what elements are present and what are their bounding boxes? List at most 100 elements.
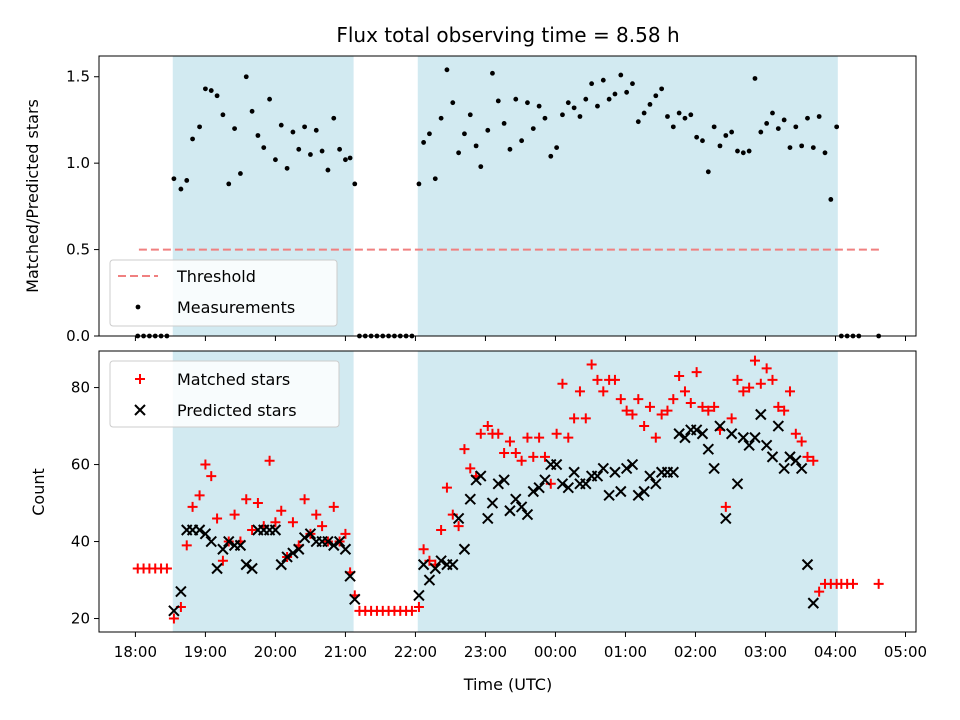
predicted-star-point [714, 420, 726, 432]
matched-star-point [726, 413, 737, 424]
predicted-star-point [749, 431, 761, 444]
predicted-star-point [743, 439, 755, 452]
matched-star-point [406, 605, 417, 616]
matched-star-point [639, 421, 650, 432]
measurement-point [600, 77, 606, 83]
matched-star-point [181, 540, 192, 551]
x-tick-label: 19:00 [184, 643, 227, 661]
measurement-point [799, 143, 805, 149]
x-tick-label: 03:00 [744, 643, 787, 661]
measurement-point [308, 152, 313, 157]
measurement-point [770, 110, 775, 116]
matched-star-point [873, 578, 884, 589]
measurement-point [501, 121, 507, 126]
predicted-star-point [755, 408, 767, 421]
matched-star-point [229, 509, 240, 520]
matched-star-point [557, 378, 568, 389]
measurement-point [816, 114, 822, 119]
matched-star-point [609, 374, 620, 385]
measurement-point [525, 100, 530, 106]
matched-star-point [847, 578, 858, 589]
measurement-point [752, 76, 758, 81]
matched-star-point [668, 394, 679, 405]
x-tick-label: 21:00 [324, 643, 367, 661]
predicted-star-point [690, 424, 703, 436]
measurement-point [653, 93, 659, 99]
measurement-point [618, 72, 624, 78]
axes-frame [98, 350, 917, 633]
measurement-point [220, 112, 226, 118]
predicted-star-point [644, 470, 656, 482]
measurement-point [467, 112, 473, 118]
predicted-star-point [609, 466, 621, 478]
matched-star-point [493, 428, 504, 439]
predicted-star-point [790, 454, 802, 467]
observing-window-shade [417, 351, 838, 632]
predicted-star-point [429, 562, 441, 575]
predicted-star-point [603, 489, 615, 502]
predicted-star-point [223, 535, 235, 548]
measurement-point [432, 176, 438, 182]
predicted-star-point [568, 466, 580, 478]
measurement-point [758, 129, 764, 135]
measurement-point [834, 124, 840, 130]
matched-star-point [340, 528, 351, 539]
measurement-point [343, 157, 348, 163]
measurement-point [232, 126, 237, 131]
matched-star-point [650, 432, 661, 443]
measurement-point [822, 150, 828, 156]
y-tick-label: 1.0 [66, 154, 90, 172]
top-y-axis-label: Matched/Predicted stars [23, 99, 42, 293]
matched-star-point [790, 428, 801, 439]
predicted-star-point [720, 512, 732, 525]
matched-star-point [247, 524, 258, 535]
measurement-point [337, 146, 342, 152]
series-predicted-stars [168, 408, 820, 617]
predicted-star-point [447, 558, 459, 571]
measurement-point [606, 96, 612, 102]
measurement-point [560, 112, 565, 118]
predicted-star-point [591, 470, 604, 482]
matched-star-point [738, 386, 749, 397]
predicted-star-point [417, 558, 430, 571]
measurement-point [261, 145, 267, 151]
matched-star-point [703, 405, 714, 416]
predicted-star-point [580, 478, 592, 490]
measurement-point [278, 122, 284, 128]
measurement-point [178, 186, 184, 192]
predicted-star-point [217, 543, 229, 555]
predicted-star-point [731, 478, 744, 490]
predicted-star-point [597, 462, 610, 475]
x-tick-label: 00:00 [534, 643, 577, 661]
measurement-point [226, 181, 232, 187]
measurement-point [456, 150, 462, 156]
predicted-star-point [175, 585, 187, 598]
matched-star-point [539, 451, 550, 462]
matched-star-point [200, 459, 211, 470]
predicted-star-point [168, 605, 180, 617]
predicted-star-point [510, 493, 522, 505]
predicted-star-point [486, 497, 499, 509]
measurement-point [746, 148, 752, 154]
measurement-point [775, 126, 781, 131]
matched-star-point [627, 409, 638, 420]
measurement-point [589, 81, 595, 87]
measurement-point [214, 93, 220, 99]
predicted-star-point [772, 420, 785, 432]
measurement-point [676, 110, 682, 116]
matched-star-point [516, 455, 527, 466]
legend-box [109, 360, 340, 428]
predicted-star-point [482, 512, 494, 525]
bottom-y-axis-label: Count [29, 468, 48, 516]
predicted-star-point [515, 501, 528, 513]
measurement-point [577, 114, 583, 119]
matched-star-point [528, 451, 539, 462]
matched-star-point [522, 432, 533, 443]
predicted-star-point [475, 470, 487, 482]
predicted-star-point [458, 543, 471, 555]
measurement-point [670, 124, 676, 130]
matched-star-point [168, 613, 179, 624]
measurement-point [184, 178, 190, 183]
matched-star-point [586, 359, 597, 370]
measurement-point [450, 100, 456, 106]
